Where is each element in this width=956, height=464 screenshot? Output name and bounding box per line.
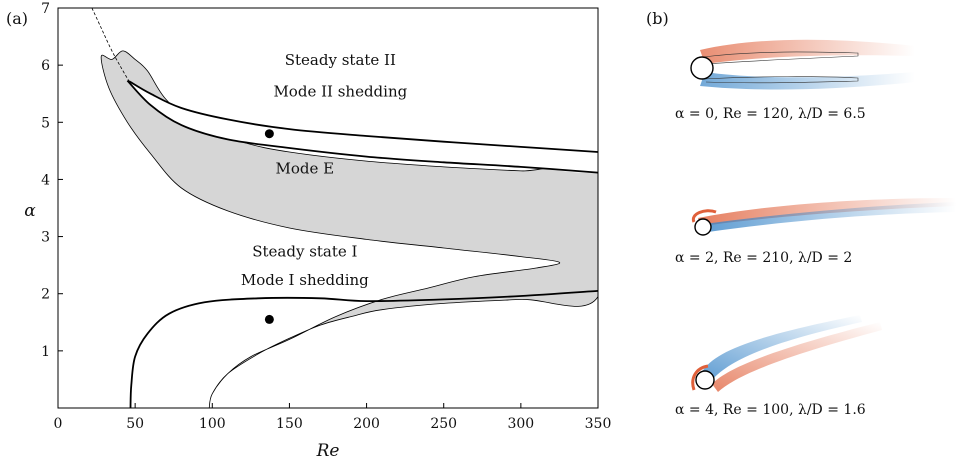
x-axis-label: Re: [316, 441, 340, 461]
y-tick-label: 1: [41, 344, 50, 360]
panel-b-label: (b): [646, 9, 669, 28]
x-tick-label: 50: [126, 416, 144, 432]
y-tick-label: 6: [41, 58, 50, 74]
x-tick-label: 200: [353, 416, 380, 432]
cylinder-icon: [690, 56, 714, 80]
mode-ii-upper-curve: [128, 80, 598, 153]
y-tick-label: 3: [41, 230, 50, 246]
caption-3: α = 4, Re = 100, λ/D = 1.6: [675, 402, 866, 418]
x-tick-label: 150: [276, 416, 303, 432]
mode-ii-lower-curve: [126, 79, 598, 174]
y-tick-label: 5: [41, 115, 50, 131]
marker-dot: [264, 129, 274, 139]
x-tick-label: 100: [199, 416, 226, 432]
wake-2: [691, 198, 956, 236]
region-label: Mode II shedding: [273, 83, 407, 101]
cylinder-icon: [695, 370, 715, 390]
region-label: Mode E: [276, 160, 335, 178]
annotations: Steady state II Mode II shedding Mode E Ste…: [241, 51, 408, 324]
region-label: Steady state I: [252, 243, 357, 261]
cylinder-icon: [694, 218, 712, 236]
mode-e-region: [100, 50, 598, 408]
mode-ii-band: [127, 80, 598, 174]
plot-area: [91, 8, 598, 408]
x-tick-label: 0: [54, 416, 63, 432]
x-tick-label: 250: [430, 416, 457, 432]
wake-3: [691, 315, 882, 392]
region-label: Steady state II: [285, 51, 396, 69]
y-tick-label: 2: [41, 287, 50, 303]
caption-2: α = 2, Re = 210, λ/D = 2: [675, 250, 852, 266]
y-tick-label: 4: [41, 172, 50, 188]
panel-a-label: (a): [6, 9, 28, 28]
plot-frame: [57, 7, 599, 409]
y-tick-label: 7: [41, 1, 50, 17]
mode-i-curve: [129, 290, 598, 408]
region-label: Mode I shedding: [241, 271, 369, 289]
x-tick-label: 350: [585, 416, 612, 432]
caption-1: α = 0, Re = 120, λ/D = 6.5: [675, 106, 866, 122]
wake-1: [690, 39, 915, 90]
x-tick-label: 300: [507, 416, 534, 432]
y-axis-label: α: [24, 201, 36, 221]
axis-ticks: 0 50 100 150 200 250 300 350 1 2 3 4 5 6 7: [41, 1, 611, 432]
marker-dot: [264, 314, 274, 324]
